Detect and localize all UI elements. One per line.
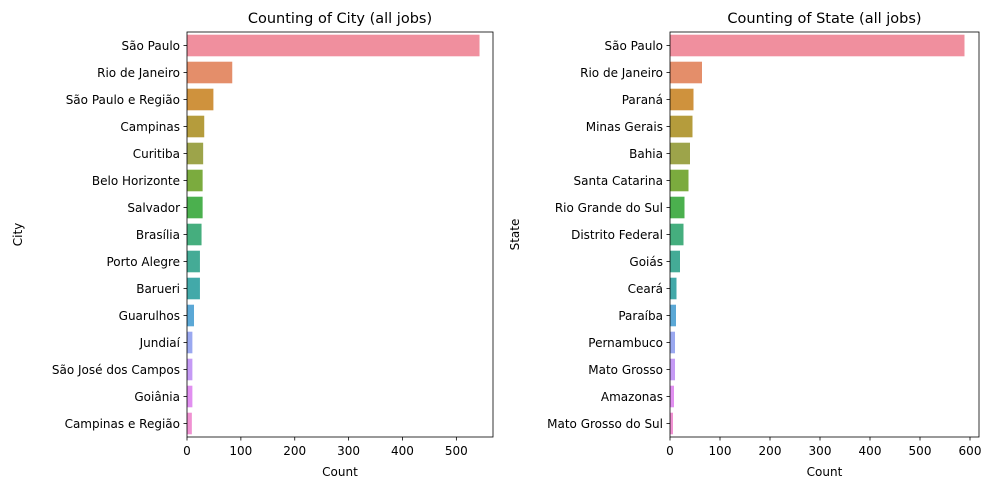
y-tick-label: Mato Grosso do Sul [547,417,663,431]
bar [670,331,675,354]
x-tick-label: 300 [337,444,360,458]
y-tick-label: Campinas e Região [65,417,180,431]
y-tick-label: Santa Catarina [574,174,663,188]
bar [670,277,677,300]
bar [670,358,675,381]
y-tick-label: Ceará [628,282,663,296]
bar [187,277,200,300]
y-tick-label: Goiânia [134,390,180,404]
y-tick-label: Jundiaí [139,336,181,350]
bar [187,412,192,435]
bar [670,61,702,84]
x-tick-label: 100 [709,444,732,458]
bar [670,142,690,165]
x-tick-label: 200 [759,444,782,458]
bar [670,88,694,111]
bar [187,34,480,57]
y-tick-label: São Paulo [122,39,180,53]
bar [187,61,233,84]
bar [670,304,676,327]
chart-1: São Paulo Rio de Janeiro São Paulo e Regiã… [11,11,494,479]
bar [670,169,689,192]
chart-title: Counting of City (all jobs) [248,11,432,27]
y-tick-label: Barueri [136,282,180,296]
y-axis-label: City [11,223,25,247]
y-tick-label: São Paulo e Região [66,93,180,107]
y-tick-label: Brasília [136,228,180,242]
x-tick-label: 0 [183,444,191,458]
x-tick-label: 0 [666,444,674,458]
bar [187,358,193,381]
y-tick-label: Distrito Federal [571,228,663,242]
y-tick-label: Paraná [622,93,663,107]
y-tick-label: Campinas [120,120,180,134]
y-axis-label: State [508,219,522,251]
y-tick-label: Rio de Janeiro [580,66,663,80]
x-tick-label: 600 [959,444,982,458]
bar [187,331,193,354]
y-tick-label: Rio Grande do Sul [555,201,663,215]
bar [187,196,203,219]
bar [187,250,200,273]
bar [187,142,204,165]
x-tick-label: 400 [391,444,414,458]
y-tick-label: São José dos Campos [52,363,180,377]
bar [187,223,202,246]
bar [187,88,214,111]
bar [670,196,685,219]
bar [670,412,673,435]
bar [670,250,680,273]
y-tick-label: Curitiba [133,147,180,161]
x-tick-label: 500 [445,444,468,458]
plot-frame [186,31,494,438]
bar [187,169,203,192]
y-tick-label: São Paulo [605,39,663,53]
bar [187,115,205,138]
y-tick-label: Paraíba [618,309,663,323]
y-tick-label: Bahia [629,147,663,161]
y-tick-label: Porto Alegre [106,255,180,269]
x-tick-label: 200 [283,444,306,458]
y-tick-label: Rio de Janeiro [97,66,180,80]
y-tick-label: Goiás [629,255,663,269]
bar [670,223,684,246]
y-tick-label: Belo Horizonte [92,174,180,188]
x-axis-label: Count [322,465,358,479]
plot-frame [669,31,980,438]
x-tick-label: 100 [229,444,252,458]
y-tick-label: Salvador [127,201,180,215]
bar [670,385,674,408]
x-tick-label: 400 [859,444,882,458]
bar [187,385,193,408]
y-tick-label: Minas Gerais [586,120,663,134]
y-tick-label: Amazonas [601,390,663,404]
bar [187,304,195,327]
x-tick-label: 500 [909,444,932,458]
x-tick-label: 300 [809,444,832,458]
y-tick-label: Mato Grosso [588,363,663,377]
chart-title: Counting of State (all jobs) [727,11,921,27]
bar [670,34,965,57]
bar [670,115,693,138]
x-axis-label: Count [807,465,843,479]
chart-2: São Paulo Rio de Janeiro Paraná Minas Gerai… [508,11,981,479]
y-tick-label: Guarulhos [119,309,180,323]
y-tick-label: Pernambuco [588,336,663,350]
